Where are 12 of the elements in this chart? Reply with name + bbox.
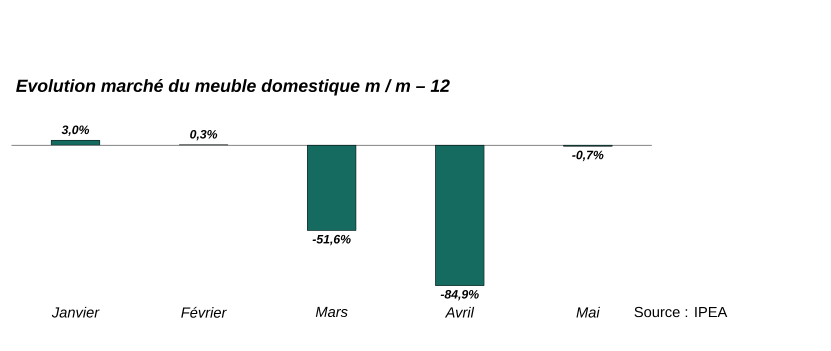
chart-title: Evolution marché du meuble domestique m / m – 12	[16, 78, 450, 96]
data-label: 0,3%	[190, 130, 218, 140]
x-tick-label: Mars	[316, 306, 348, 317]
x-tick-label: Mai	[576, 306, 600, 318]
data-label: 3,0%	[62, 125, 90, 136]
x-tick-label: Avril	[444, 306, 474, 318]
data-label: -51,6%	[312, 234, 351, 246]
data-label: -0,7%	[572, 150, 604, 162]
x-tick-label: Février	[181, 306, 227, 318]
x-tick-label: Janvier	[52, 306, 100, 318]
data-label: -84,9%	[440, 290, 479, 300]
source-note: Source : IPEA	[634, 306, 728, 318]
